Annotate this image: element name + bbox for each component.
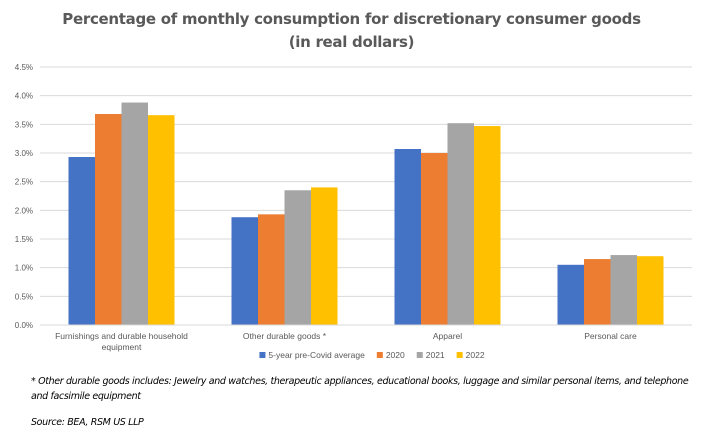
bar-group — [394, 123, 501, 325]
bar — [557, 264, 584, 325]
chart-title-main: Percentage of monthly consumption for di… — [62, 10, 641, 28]
y-tick-label: 3.0% — [15, 149, 33, 158]
bar-group — [68, 102, 175, 326]
y-tick-label: 1.5% — [15, 235, 33, 244]
bar-chart: 0.0% 0.5% 1.0% 1.5% 2.0% 2.5% 3.0% 3.5% 4.0% 4.5%… — [15, 63, 692, 360]
y-tick-label: 4.0% — [15, 92, 33, 101]
bar-group — [231, 187, 338, 325]
y-tick-label: 0.0% — [15, 321, 33, 330]
bar — [258, 214, 285, 325]
x-category-label: Apparel — [433, 331, 462, 341]
source-note: Source: BEA, RSM US LLP — [31, 417, 144, 428]
bars — [68, 102, 664, 326]
bar — [231, 217, 258, 325]
bar — [474, 126, 501, 325]
chart-title: Percentage of monthly consumption for di… — [0, 8, 703, 54]
bar — [284, 190, 311, 325]
legend-label: 2020 — [386, 350, 405, 360]
y-tick-label: 2.5% — [15, 178, 33, 187]
x-category-label: equipment — [102, 342, 142, 352]
legend-swatch — [456, 352, 463, 358]
bar — [394, 148, 421, 325]
y-tick-label: 3.5% — [15, 120, 33, 129]
y-tick-label: 2.0% — [15, 206, 33, 215]
legend-label: 2022 — [466, 350, 485, 360]
footnote: * Other durable goods includes: Jewelry … — [31, 376, 689, 402]
legend-swatch — [376, 352, 383, 358]
legend-item: 2022 — [456, 350, 485, 360]
bar — [421, 153, 448, 325]
y-tick-label: 0.5% — [15, 292, 33, 301]
legend: 5-year pre-Covid average 2020 2021 2022 — [259, 350, 485, 360]
y-tick-label: 4.5% — [15, 63, 33, 72]
legend-label: 2021 — [426, 350, 445, 360]
bar-group — [557, 255, 664, 325]
bar — [584, 259, 611, 325]
legend-item: 2021 — [416, 350, 445, 360]
chart-subtitle: (in real dollars) — [288, 33, 415, 51]
x-category-label: Furnishings and durable household — [55, 331, 188, 341]
legend-label: 5-year pre-Covid average — [268, 350, 365, 360]
bar — [95, 114, 122, 325]
bar — [148, 115, 175, 325]
y-tick-label: 1.0% — [15, 264, 33, 273]
x-category-label: Other durable goods * — [243, 331, 327, 341]
x-axis-categories: Furnishings and durable householdequipme… — [55, 331, 637, 352]
legend-swatch — [259, 352, 266, 358]
y-axis-ticks: 0.0% 0.5% 1.0% 1.5% 2.0% 2.5% 3.0% 3.5% 4.0% 4.5% — [15, 63, 33, 330]
x-category-label: Personal care — [584, 331, 637, 341]
bar — [447, 123, 474, 325]
legend-item: 5-year pre-Covid average — [259, 350, 365, 360]
legend-item: 2020 — [376, 350, 405, 360]
bar — [311, 187, 338, 325]
bar — [121, 102, 148, 326]
bar — [68, 157, 95, 325]
bar — [637, 256, 664, 325]
bar — [610, 255, 637, 325]
legend-swatch — [416, 352, 423, 358]
